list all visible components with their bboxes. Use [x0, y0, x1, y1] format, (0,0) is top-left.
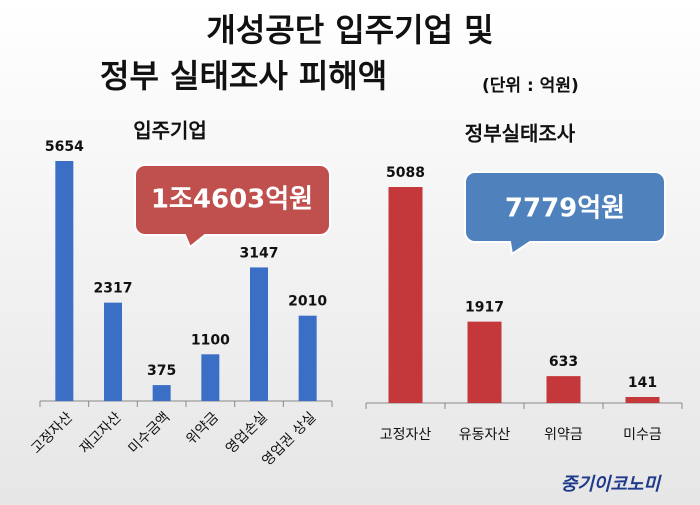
x-tick-label: 유동자산 [459, 427, 511, 443]
source: 중기이코노미 [561, 474, 663, 495]
chart-title: 정부실태조사 [465, 122, 576, 146]
x-tick-label: 위약금 [544, 427, 583, 443]
bar [546, 376, 581, 403]
callout-text: 1조4603억원 [151, 185, 313, 215]
value-label: 633 [549, 354, 578, 370]
value-label: 5654 [45, 139, 84, 155]
bar [201, 354, 220, 401]
x-tick-label: 고정자산 [380, 427, 432, 443]
bar [250, 267, 268, 401]
bar [104, 302, 122, 401]
title-line: 정부 실태조사 피해액 [100, 57, 387, 95]
chart-title: 입주기업 [133, 119, 207, 143]
value-label: 3147 [240, 245, 279, 261]
value-label: 2317 [94, 281, 133, 297]
value-label: 1100 [191, 332, 230, 348]
bar [152, 385, 171, 401]
value-label: 2010 [288, 294, 327, 310]
value-label: 1917 [465, 300, 504, 316]
bar [55, 161, 74, 401]
x-tick-label: 미수금 [623, 427, 662, 443]
callout [134, 164, 331, 249]
bar [388, 187, 423, 403]
callout [464, 171, 666, 256]
value-label: 141 [628, 375, 657, 391]
value-label: 5088 [386, 165, 425, 181]
unit-note: (단위 : 억원) [482, 76, 579, 96]
bar [298, 315, 317, 401]
title-line: 개성공단 입주기업 및 [206, 11, 493, 49]
bar [467, 321, 502, 403]
bar [625, 397, 660, 403]
callout-text: 7779억원 [505, 194, 625, 224]
value-label: 375 [147, 363, 176, 379]
